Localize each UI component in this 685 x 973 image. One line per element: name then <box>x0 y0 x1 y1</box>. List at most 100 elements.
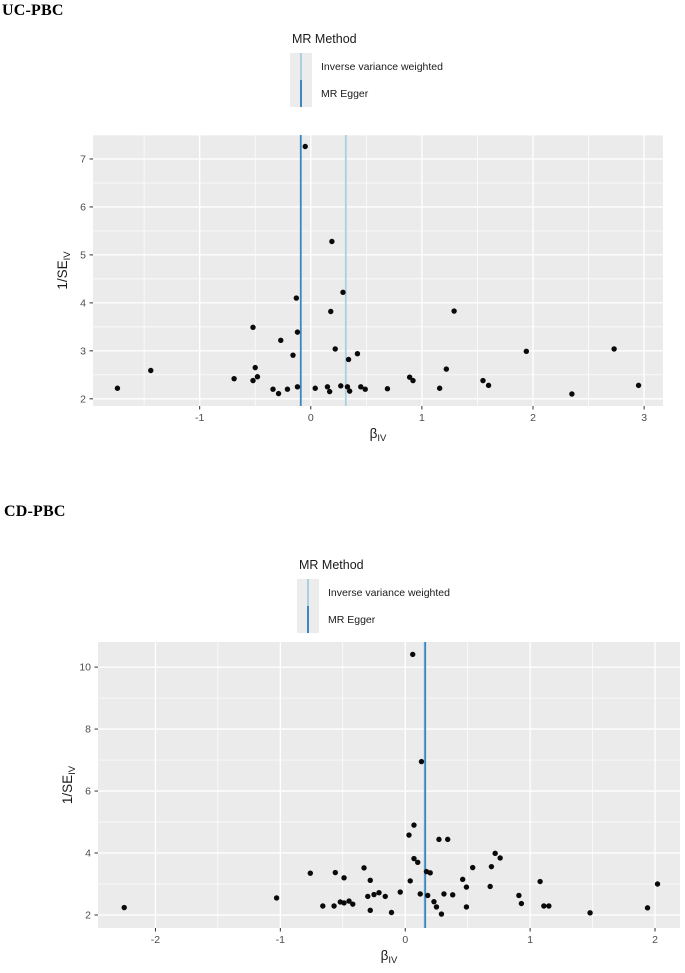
data-point <box>294 329 301 335</box>
data-point <box>376 889 382 896</box>
data-point <box>569 391 575 397</box>
data-point <box>410 651 416 658</box>
data-point <box>254 374 261 380</box>
data-point <box>346 898 352 904</box>
data-point <box>329 238 335 245</box>
data-point <box>411 855 417 862</box>
data-point <box>320 903 326 909</box>
legend-item-egger: MR Egger <box>297 606 450 633</box>
data-point <box>433 904 440 910</box>
data-point <box>302 143 308 150</box>
data-point <box>449 892 456 898</box>
data-point <box>341 875 347 881</box>
legend-key-egger-icon <box>290 80 312 107</box>
data-point <box>361 865 367 871</box>
figure-title-cd-pbc: CD-PBC <box>4 503 66 520</box>
data-point <box>441 891 447 897</box>
data-point <box>284 386 291 392</box>
data-point <box>331 903 337 909</box>
legend-uc-pbc: MR Method Inverse variance weighted MR E… <box>290 32 443 107</box>
data-point <box>463 904 470 910</box>
data-point <box>324 384 331 390</box>
data-point <box>436 385 443 391</box>
y-tick-label: 6 <box>80 201 86 213</box>
x-axis-label: βIV <box>381 948 398 966</box>
data-point <box>397 889 403 895</box>
data-point <box>497 855 503 861</box>
data-point <box>148 367 154 374</box>
data-point <box>350 901 356 907</box>
data-point <box>417 891 423 897</box>
data-point <box>407 878 413 884</box>
data-point <box>270 386 276 392</box>
data-point <box>537 878 543 885</box>
x-tick-label: 1 <box>419 412 425 424</box>
data-point <box>367 907 373 914</box>
data-point <box>415 859 421 866</box>
data-point <box>332 346 338 352</box>
data-point <box>587 910 593 916</box>
data-point <box>388 909 395 916</box>
funnel-plot-cd-pbc: -2 -1 0 1 2 2 4 6 8 10 βIV 1/SEIV <box>60 642 680 966</box>
data-point <box>410 377 416 384</box>
y-tick-label: 2 <box>85 909 91 921</box>
data-point <box>523 348 530 355</box>
legend-label-ivw: Inverse variance weighted <box>321 60 443 73</box>
legend-item-ivw: Inverse variance weighted <box>297 579 450 606</box>
y-tick-label: 4 <box>85 848 91 860</box>
funnel-plot-uc-pbc: -1 0 1 2 3 2 3 4 5 6 7 βIV 1/SEIV <box>55 134 663 444</box>
data-point <box>326 388 333 395</box>
data-point <box>344 384 351 390</box>
data-point <box>371 891 377 898</box>
x-tick-label: -2 <box>151 934 160 946</box>
data-point <box>480 377 486 384</box>
data-point <box>611 346 617 352</box>
y-tick-label: 3 <box>80 345 86 357</box>
y-axis-label: 1/SEIV <box>60 765 78 804</box>
legend-key-ivw-icon <box>290 53 312 80</box>
data-point <box>654 881 661 887</box>
y-tick-label: 4 <box>80 297 86 309</box>
data-point <box>250 377 256 384</box>
x-tick-label: 2 <box>530 412 536 424</box>
data-point <box>444 836 451 843</box>
data-point <box>459 876 466 883</box>
data-point <box>411 822 417 828</box>
figure-title-uc-pbc: UC-PBC <box>2 2 64 19</box>
legend-title: MR Method <box>292 32 357 46</box>
y-tick-label: 6 <box>85 786 91 798</box>
y-tick-label: 8 <box>85 724 91 736</box>
data-point <box>114 385 121 391</box>
legend-title: MR Method <box>299 558 364 572</box>
data-point <box>367 877 373 883</box>
x-tick-label: 1 <box>527 934 533 946</box>
data-point <box>332 869 338 876</box>
data-point <box>382 893 388 900</box>
data-point <box>354 351 361 357</box>
x-tick-label: -1 <box>276 934 285 946</box>
data-point <box>312 385 318 391</box>
x-tick-label: -1 <box>195 412 204 424</box>
data-point <box>365 893 371 900</box>
data-point <box>290 352 296 358</box>
y-tick-label: 7 <box>80 153 86 165</box>
data-point <box>273 895 280 901</box>
legend-cd-pbc: MR Method Inverse variance weighted MR E… <box>297 558 450 633</box>
data-point <box>358 384 364 390</box>
data-point <box>546 903 552 909</box>
data-point <box>436 836 442 843</box>
data-point <box>418 758 425 765</box>
data-point <box>541 903 547 909</box>
plot-panel <box>98 642 680 928</box>
data-point <box>485 382 492 389</box>
data-point <box>346 388 353 394</box>
data-point <box>231 375 237 382</box>
data-point <box>427 870 433 876</box>
x-tick-label: 2 <box>652 934 658 946</box>
data-point <box>518 900 525 907</box>
data-point <box>278 337 284 343</box>
legend-key-ivw-icon <box>297 579 319 606</box>
data-point <box>425 892 431 899</box>
legend-item-egger: MR Egger <box>290 80 443 107</box>
